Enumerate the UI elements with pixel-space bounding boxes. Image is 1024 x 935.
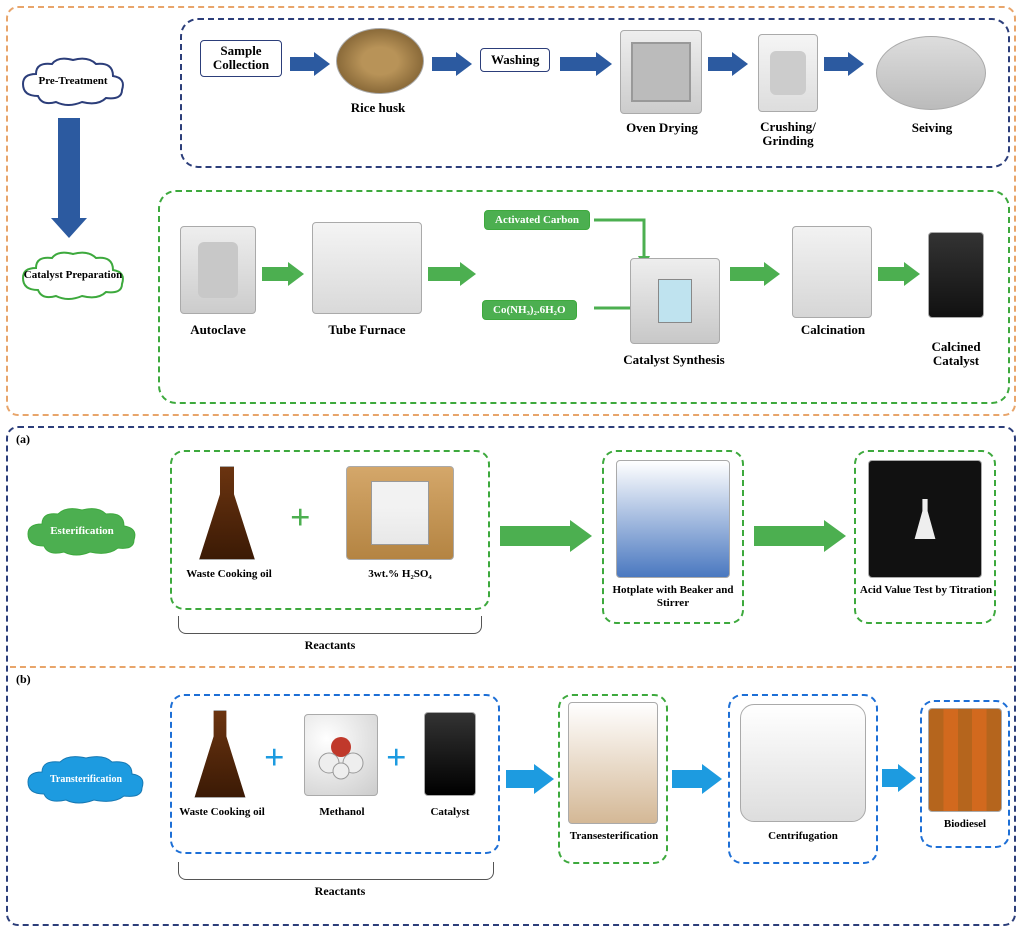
lbl-biodiesel: Biodiesel — [928, 818, 1002, 830]
img-titration — [868, 460, 982, 578]
img-synthesis — [630, 258, 720, 344]
arrow-pt-3 — [560, 52, 612, 76]
img-sieve — [876, 36, 986, 110]
img-grinder — [758, 34, 818, 112]
cloud-catalyst-prep-label: Catalyst Preparation — [24, 269, 122, 281]
lbl-methanol: Methanol — [310, 806, 374, 818]
lbl-hotplate: Hotplate with Beaker and Stirrer — [608, 584, 738, 609]
arrow-cp-2 — [428, 262, 476, 286]
plus-trans-2: + — [386, 736, 407, 778]
img-centrifuge — [740, 704, 866, 822]
arrow-tr-3 — [882, 764, 916, 792]
arrow-tr-2 — [672, 764, 722, 794]
lbl-seiving: Seiving — [902, 120, 962, 136]
brace-trans — [178, 862, 494, 880]
lbl-crushing: Crushing/ Grinding — [742, 120, 834, 149]
arrow-pt-5 — [824, 52, 864, 76]
arrow-pt-4 — [708, 52, 748, 76]
marker-b: (b) — [16, 672, 31, 687]
lbl-catalyst: Catalyst — [418, 806, 482, 818]
marker-a: (a) — [16, 432, 30, 447]
arrow-pt-1 — [290, 52, 330, 76]
cloud-transesterification-label: Transterification — [50, 774, 122, 785]
cloud-pretreatment-label: Pre-Treatment — [38, 75, 107, 87]
lbl-h2so4: 3wt.% H₂SO₄ — [348, 568, 452, 580]
box-washing: Washing — [480, 48, 550, 72]
lbl-titration: Acid Value Test by Titration — [858, 584, 994, 597]
lbl-centrifuge: Centrifugation — [744, 830, 862, 842]
img-h2so4 — [346, 466, 454, 560]
brace-est — [178, 616, 482, 634]
plus-est: + — [290, 496, 311, 538]
pill-activated-carbon: Activated Carbon — [484, 210, 590, 230]
img-methanol — [304, 714, 378, 796]
cloud-esterification-label: Esterification — [50, 525, 114, 537]
lbl-rice-husk: Rice husk — [338, 100, 418, 116]
arrow-est-1 — [500, 520, 592, 552]
lbl-trans-setup: Transesterification — [552, 830, 676, 842]
img-tube-furnace — [312, 222, 422, 314]
arrow-pt-2 — [432, 52, 472, 76]
lbl-trans-reactants: Reactants — [300, 884, 380, 899]
cloud-esterification: Esterification — [22, 506, 142, 556]
arrow-pre-to-cat — [58, 118, 87, 238]
lbl-oven-drying: Oven Drying — [614, 120, 710, 136]
arrow-tr-1 — [506, 764, 554, 794]
box-sample-collection: Sample Collection — [200, 40, 282, 77]
separator-ab — [10, 666, 1012, 668]
lbl-catalyst-synthesis: Catalyst Synthesis — [604, 352, 744, 368]
arrow-cp-4 — [878, 262, 920, 286]
img-biodiesel — [928, 708, 1002, 812]
pill-precursor: Co(NH₃)₂.6H₂O — [482, 300, 577, 320]
img-calcination — [792, 226, 872, 318]
lbl-est-reactants: Reactants — [290, 638, 370, 653]
cloud-pretreatment: Pre-Treatment — [18, 56, 128, 106]
img-rice-husk — [336, 28, 424, 94]
lbl-wco-2: Waste Cooking oil — [170, 806, 274, 818]
img-trans-setup — [568, 702, 658, 824]
img-oven — [620, 30, 702, 114]
lbl-autoclave: Autoclave — [180, 322, 256, 338]
plus-trans-1: + — [264, 736, 285, 778]
lbl-calcination: Calcination — [788, 322, 878, 338]
img-autoclave — [180, 226, 256, 314]
arrow-est-2 — [754, 520, 846, 552]
img-calcined-catalyst — [928, 232, 984, 318]
img-hotplate — [616, 460, 730, 578]
cloud-catalyst-prep: Catalyst Preparation — [18, 250, 128, 300]
lbl-wco-1: Waste Cooking oil — [174, 568, 284, 580]
lbl-tube-furnace: Tube Furnace — [312, 322, 422, 338]
cloud-transesterification: Transterification — [22, 754, 150, 804]
arrow-cp-1 — [262, 262, 304, 286]
img-catalyst — [424, 712, 476, 796]
lbl-calcined-catalyst: Calcined Catalyst — [910, 340, 1002, 369]
arrow-cp-3 — [730, 262, 780, 286]
